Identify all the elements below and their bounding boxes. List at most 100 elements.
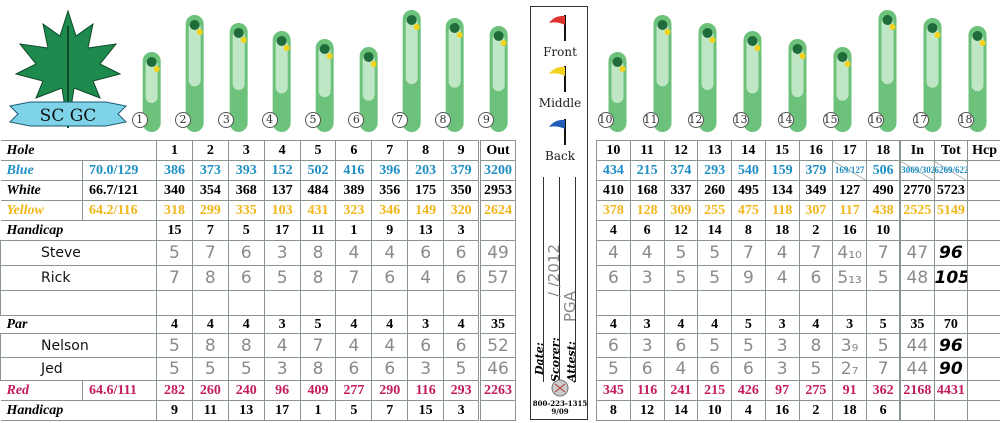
score-cell[interactable]: 5 (866, 333, 901, 358)
score-cell[interactable]: 5 (697, 240, 732, 266)
score-cell[interactable]: 5 (697, 333, 732, 358)
score-cell[interactable]: 8 (299, 265, 337, 291)
score-cell[interactable]: 5 (596, 357, 631, 381)
player-name[interactable]: Jed (0, 357, 157, 381)
score-cell[interactable] (407, 290, 445, 316)
score-cell[interactable]: 5 (227, 357, 265, 381)
score-cell[interactable]: 6 (697, 357, 732, 381)
score-cell[interactable]: 6 (443, 240, 481, 266)
score-cell[interactable]: 5 (156, 333, 193, 358)
score-cell[interactable]: 8 (299, 240, 337, 266)
score-cell[interactable]: 6 (371, 265, 409, 291)
score-cell[interactable]: 8 (191, 265, 229, 291)
player-name[interactable] (0, 290, 157, 316)
score-cell[interactable]: 6 (227, 265, 265, 291)
score-cell[interactable]: 105 (933, 265, 969, 291)
score-cell[interactable]: 46 (478, 357, 516, 381)
score-cell[interactable]: 8 (191, 333, 229, 358)
score-cell[interactable] (967, 290, 1000, 316)
score-cell[interactable]: 4 (629, 240, 665, 266)
score-cell[interactable]: 6 (731, 357, 766, 381)
score-cell[interactable]: 3 (263, 240, 301, 266)
score-cell[interactable] (967, 265, 1000, 291)
score-cell[interactable] (335, 290, 373, 316)
score-cell[interactable]: 57 (478, 265, 516, 291)
score-cell[interactable]: 4 (764, 265, 800, 291)
score-cell[interactable]: 8 (299, 357, 337, 381)
score-cell[interactable] (478, 290, 516, 316)
score-cell[interactable]: 7 (866, 240, 901, 266)
score-cell[interactable] (191, 290, 229, 316)
score-cell[interactable]: 6 (443, 333, 481, 358)
score-cell[interactable]: 4 (263, 333, 301, 358)
score-cell[interactable]: 6 (663, 333, 699, 358)
score-cell[interactable] (967, 357, 1000, 381)
score-cell[interactable]: 5 (263, 265, 301, 291)
score-cell[interactable] (596, 290, 631, 316)
score-cell[interactable]: 5₁₃ (832, 265, 867, 291)
score-cell[interactable]: 5 (156, 240, 193, 266)
player-name[interactable]: Steve (0, 240, 157, 266)
score-cell[interactable]: 6 (629, 357, 665, 381)
score-cell[interactable] (371, 290, 409, 316)
score-cell[interactable]: 6 (596, 265, 631, 291)
score-cell[interactable]: 8 (798, 333, 834, 358)
score-cell[interactable]: 5 (731, 333, 766, 358)
score-cell[interactable]: 7 (335, 265, 373, 291)
score-cell[interactable]: 47 (899, 240, 935, 266)
score-cell[interactable]: 52 (478, 333, 516, 358)
score-cell[interactable]: 5 (663, 265, 699, 291)
score-cell[interactable] (629, 290, 665, 316)
score-cell[interactable]: 8 (227, 333, 265, 358)
score-cell[interactable]: 4 (371, 333, 409, 358)
score-cell[interactable]: 3 (764, 357, 800, 381)
score-cell[interactable]: 6 (335, 357, 373, 381)
score-cell[interactable]: 5 (191, 357, 229, 381)
score-cell[interactable]: 3 (407, 357, 445, 381)
score-cell[interactable] (227, 290, 265, 316)
score-cell[interactable]: 6 (407, 333, 445, 358)
score-cell[interactable]: 4₁₀ (832, 240, 867, 266)
score-cell[interactable]: 3 (629, 333, 665, 358)
score-cell[interactable]: 5 (156, 357, 193, 381)
score-cell[interactable]: 5 (866, 265, 901, 291)
score-cell[interactable]: 7 (866, 357, 901, 381)
score-cell[interactable] (731, 290, 766, 316)
score-cell[interactable]: 3 (263, 357, 301, 381)
score-cell[interactable] (866, 290, 901, 316)
scorer-value[interactable]: PGA (561, 291, 579, 322)
score-cell[interactable] (697, 290, 732, 316)
score-cell[interactable] (299, 290, 337, 316)
score-cell[interactable] (443, 290, 481, 316)
score-cell[interactable]: 3 (629, 265, 665, 291)
score-cell[interactable]: 7 (299, 333, 337, 358)
score-cell[interactable] (967, 333, 1000, 358)
score-cell[interactable]: 44 (899, 357, 935, 381)
score-cell[interactable]: 9 (731, 265, 766, 291)
score-cell[interactable] (663, 290, 699, 316)
score-cell[interactable]: 96 (933, 240, 969, 266)
score-cell[interactable]: 90 (933, 357, 969, 381)
score-cell[interactable]: 3₉ (832, 333, 867, 358)
score-cell[interactable] (899, 290, 935, 316)
score-cell[interactable]: 5 (443, 357, 481, 381)
player-name[interactable]: Nelson (0, 333, 157, 358)
score-cell[interactable]: 7 (191, 240, 229, 266)
score-cell[interactable]: 6 (407, 240, 445, 266)
score-cell[interactable]: 96 (933, 333, 969, 358)
player-name[interactable]: Rick (0, 265, 157, 291)
score-cell[interactable] (967, 240, 1000, 266)
score-cell[interactable]: 4 (764, 240, 800, 266)
score-cell[interactable]: 4 (335, 333, 373, 358)
score-cell[interactable]: 6 (798, 265, 834, 291)
score-cell[interactable] (933, 290, 969, 316)
score-cell[interactable]: 7 (156, 265, 193, 291)
score-cell[interactable]: 4 (371, 240, 409, 266)
score-cell[interactable]: 4 (407, 265, 445, 291)
score-cell[interactable]: 6 (227, 240, 265, 266)
score-cell[interactable]: 7 (798, 240, 834, 266)
score-cell[interactable]: 48 (899, 265, 935, 291)
score-cell[interactable] (798, 290, 834, 316)
date-value[interactable]: / /2012 (545, 243, 563, 297)
score-cell[interactable]: 4 (663, 357, 699, 381)
